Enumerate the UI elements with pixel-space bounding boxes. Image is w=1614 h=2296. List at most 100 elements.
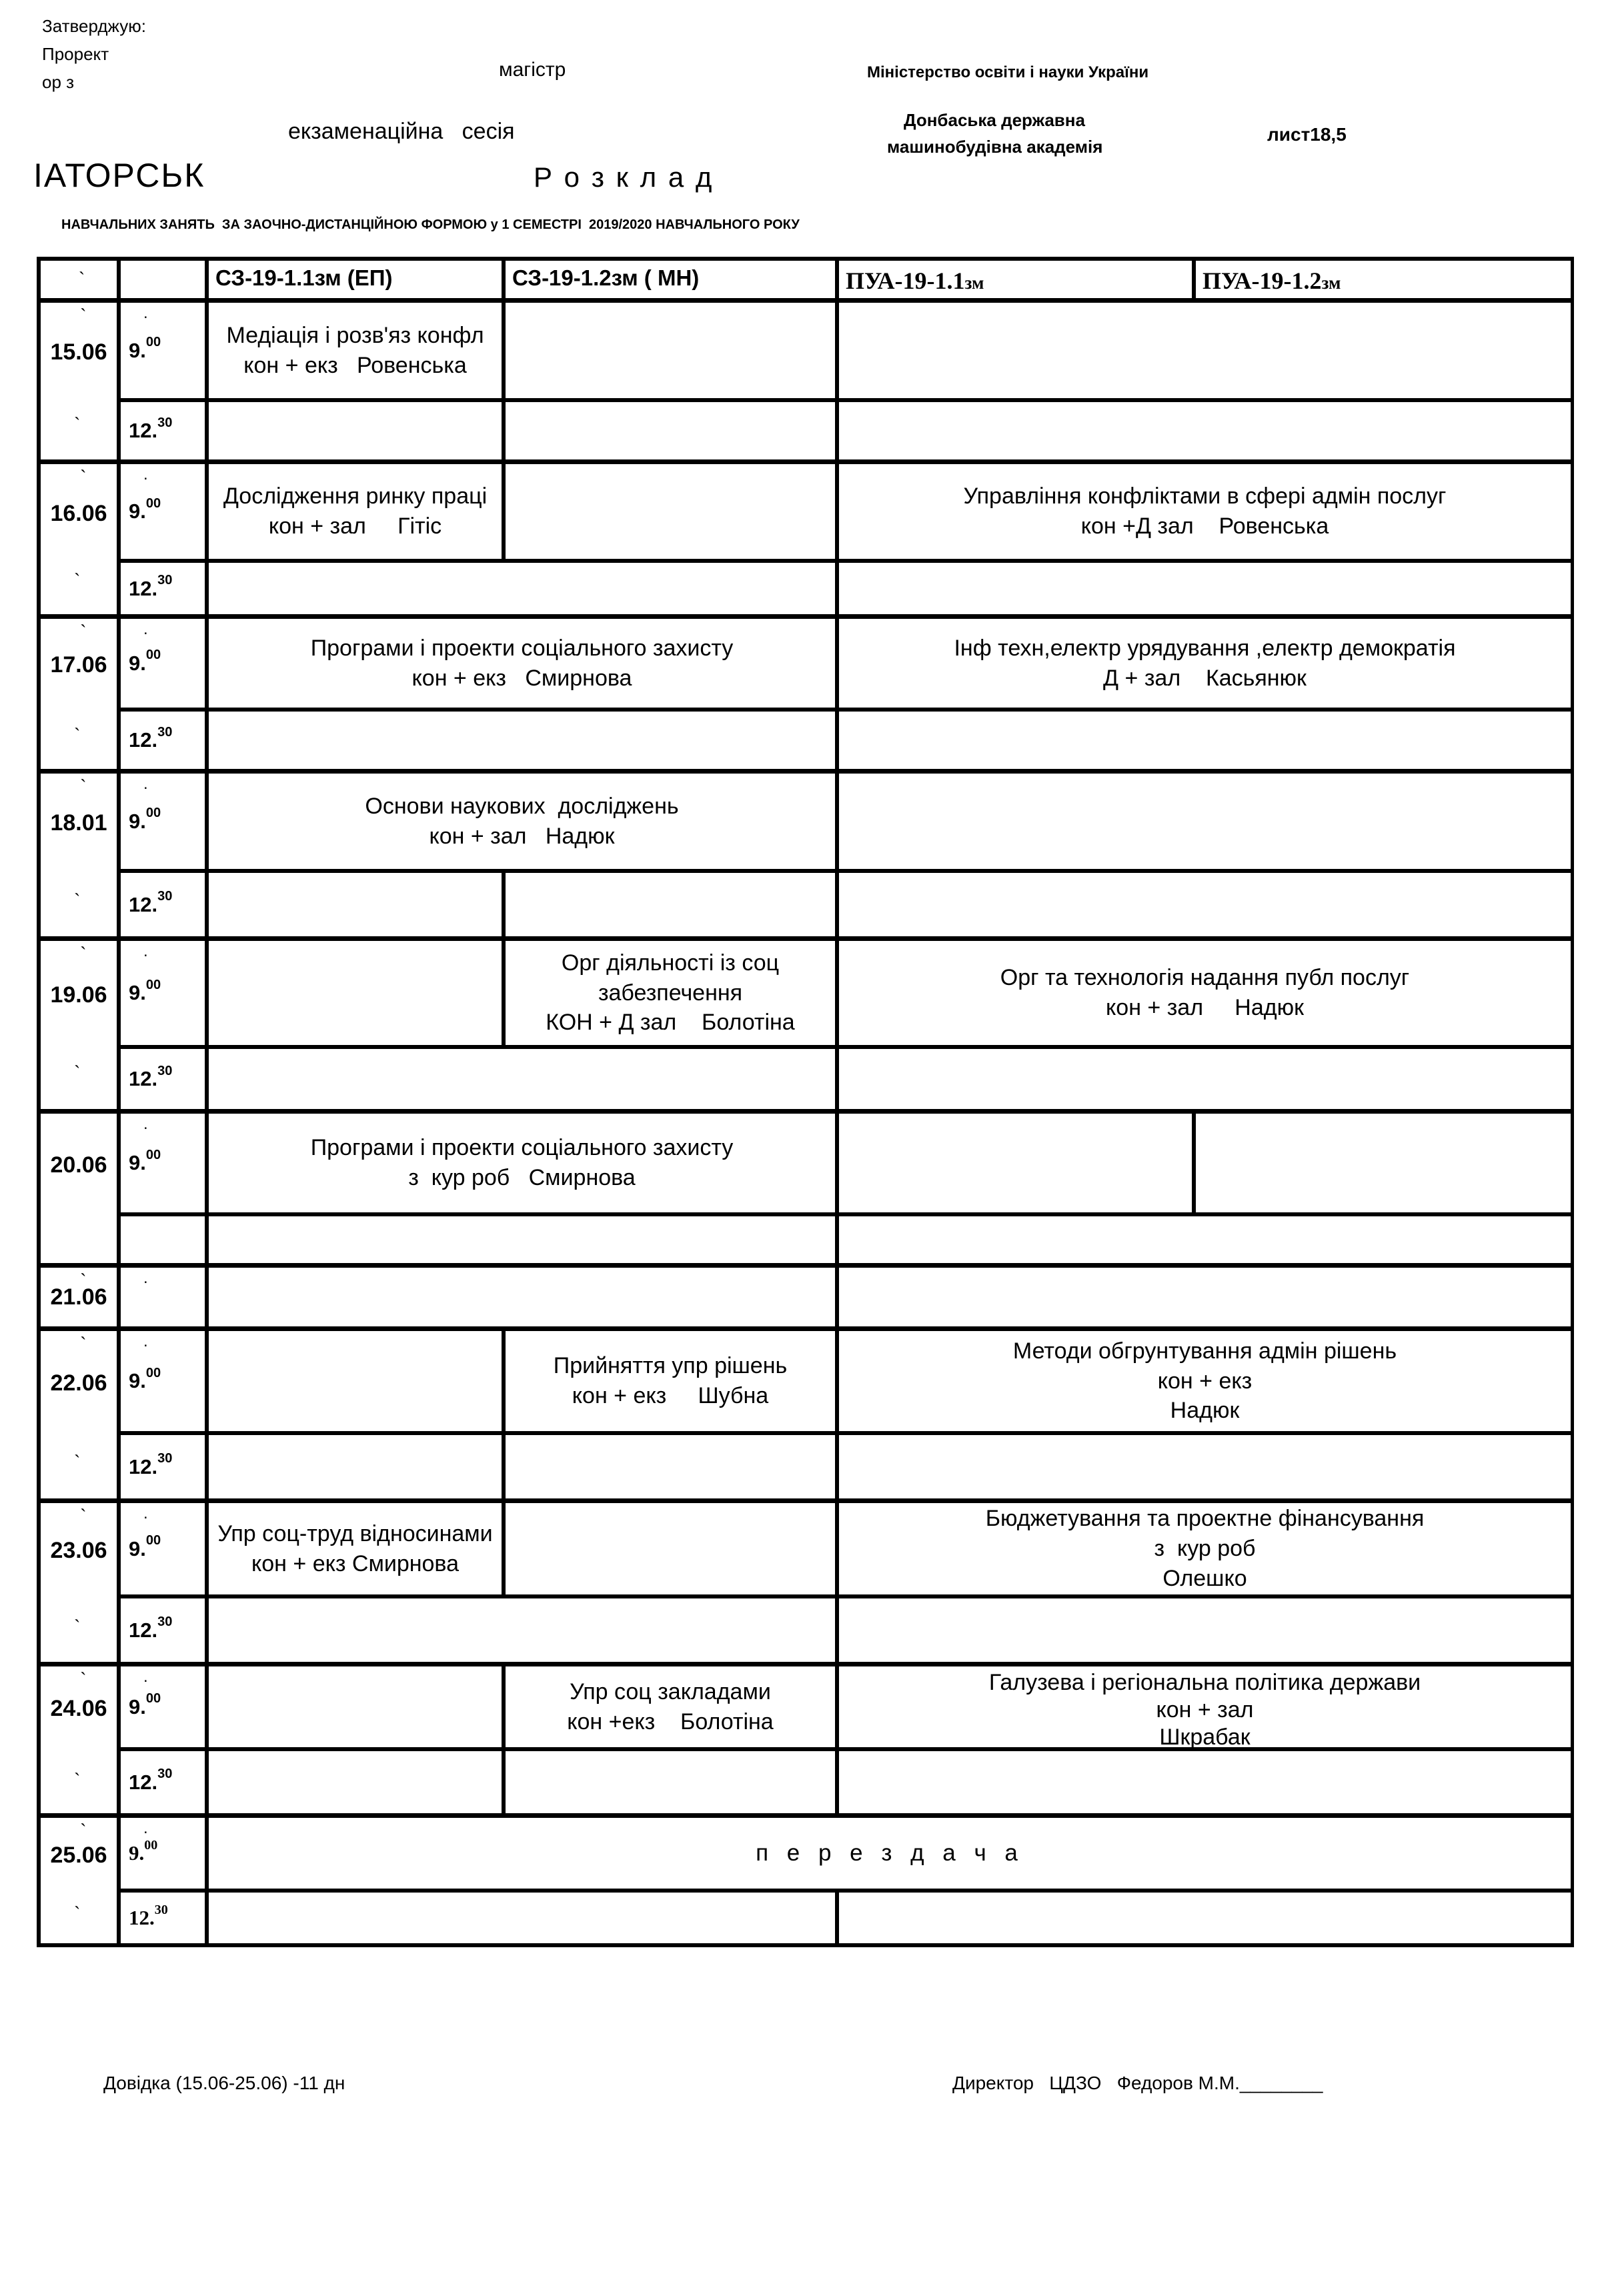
schedule-section-15-06: ` 15.06 ` . 9. 00 Медіація і розв'яз конф… xyxy=(41,303,1571,464)
city-fragment: ІАТОРСЬК xyxy=(33,157,205,194)
scan-artifact: . xyxy=(143,1269,148,1287)
subject-line: Орг діяльності із соц xyxy=(561,950,780,976)
time-superscript: 00 xyxy=(144,1837,158,1853)
date-cell: ` 24.06 ` xyxy=(41,1666,121,1813)
time-superscript: 00 xyxy=(145,1147,161,1162)
schedule-section-16-06: ` 16.06 ` . 9. 00 Дослідження ринку праці… xyxy=(41,464,1571,619)
subject-line: кон + екз xyxy=(1157,1368,1253,1394)
footer-note: Довідка (15.06-25.06) -11 дн xyxy=(103,2073,345,2093)
time-cell-noon: 12. 30 xyxy=(121,402,209,459)
subject-cell: Медіація і розв'яз конфл кон + екз Ровен… xyxy=(209,303,506,398)
time-label: 12. xyxy=(129,728,158,752)
empty-cell xyxy=(839,1435,1571,1498)
academy-line-2: машинобудівна академія xyxy=(887,137,1103,157)
scan-artifact: . xyxy=(143,465,148,483)
empty-cell xyxy=(839,774,1571,869)
time-label: 12. xyxy=(129,1618,158,1642)
time-superscript: 00 xyxy=(145,977,161,992)
time-superscript: 00 xyxy=(145,335,161,349)
subject-line: кон + зал Гітіс xyxy=(268,513,442,539)
time-superscript: 30 xyxy=(157,889,173,904)
schedule-table: ` СЗ-19-1.1зм (ЕП) СЗ-19-1.2зм ( МН) ПУА… xyxy=(37,257,1574,1947)
schedule-section-22-06: ` 22.06 ` . 9. 00 Прийняття упр рішень ко… xyxy=(41,1331,1571,1503)
subject-cell: Програми і проекти соціального захисту з… xyxy=(209,1114,839,1212)
scan-artifact: ` xyxy=(80,1669,87,1690)
group-header-suffix: зм xyxy=(1321,273,1341,293)
empty-cell xyxy=(839,1751,1571,1813)
time-cell-morning: . 9. 00 xyxy=(121,1503,209,1594)
subject-line: кон + зал Надюк xyxy=(429,823,615,849)
subject-line: з кур роб xyxy=(1154,1536,1256,1562)
time-label: 9. xyxy=(129,1694,146,1718)
subject-line: Методи обгрунтування адмін рішень xyxy=(1012,1338,1397,1364)
time-superscript: 30 xyxy=(157,573,173,588)
scan-artifact: ` xyxy=(80,622,87,642)
subject-line: Галузева і регіональна політика держави xyxy=(988,1670,1421,1695)
date-label: 17.06 xyxy=(50,652,107,678)
time-label: 9. xyxy=(129,981,146,1004)
empty-cell xyxy=(209,402,506,459)
time-superscript: 00 xyxy=(145,648,161,662)
subject-line: з кур роб Смирнова xyxy=(408,1165,636,1190)
empty-cell xyxy=(1196,1114,1571,1212)
date-label: 19.06 xyxy=(50,982,107,1008)
date-label: 16.06 xyxy=(50,500,107,526)
academy-line-1: Донбаська державна xyxy=(904,110,1085,130)
time-superscript: 00 xyxy=(145,1533,161,1548)
schedule-section-23-06: ` 23.06 ` . 9. 00 Упр соц-труд відносинам… xyxy=(41,1503,1571,1666)
empty-cell xyxy=(506,303,839,398)
subject-line: Орг та технологія надання публ послуг xyxy=(1000,965,1410,991)
scan-artifact: . xyxy=(143,1332,148,1350)
scan-artifact: ` xyxy=(74,725,81,746)
date-label: 18.01 xyxy=(50,810,107,836)
subject-line: кон + екз Ровенська xyxy=(243,352,467,378)
empty-cell xyxy=(839,303,1571,398)
subject-line: КОН + Д зал Болотіна xyxy=(546,1010,795,1036)
schedule-section-17-06: ` 17.06 ` . 9. 00 Програми і проекти соці… xyxy=(41,619,1571,774)
time-superscript: 30 xyxy=(157,724,173,740)
date-label: 24.06 xyxy=(50,1696,107,1721)
schedule-section-25-06: ` 25.06 ` . 9. 00 п е р е з д а ч а 12. 30 xyxy=(41,1818,1571,1943)
scan-artifact: ` xyxy=(80,1270,87,1291)
empty-cell xyxy=(209,1331,506,1431)
date-cell: ` 23.06 ` xyxy=(41,1503,121,1662)
subject-line: Упр соц-труд відносинами xyxy=(217,1520,493,1546)
ministry-line: Міністерство освіти і науки України xyxy=(867,63,1149,81)
time-cell-morning: . 9. 00 xyxy=(121,1114,209,1212)
date-label: 23.06 xyxy=(50,1538,107,1563)
degree-label: магістр xyxy=(499,59,566,81)
time-label: 9. xyxy=(129,651,146,675)
group-header-sz2: СЗ-19-1.2зм ( МН) xyxy=(506,261,839,298)
time-cell-morning: . 9. 00 xyxy=(121,303,209,398)
subject-line: кон +екз Болотіна xyxy=(567,1708,774,1735)
subject-cell: Орг та технологія надання публ послуг ко… xyxy=(839,941,1571,1045)
session-label: екзаменаційна сесія xyxy=(288,119,515,144)
empty-cell xyxy=(506,1435,839,1498)
subject-cell: Орг діяльності із соц забезпечення КОН +… xyxy=(506,941,839,1045)
subject-line: Управління конфліктами в сфері адмін пос… xyxy=(963,483,1447,509)
date-cell: ` 25.06 ` xyxy=(41,1818,121,1943)
subject-line: Олешко xyxy=(1162,1565,1247,1591)
time-cell-morning: . 9. 00 xyxy=(121,1818,209,1889)
table-header-row: ` СЗ-19-1.1зм (ЕП) СЗ-19-1.2зм ( МН) ПУА… xyxy=(41,261,1571,303)
time-cell-morning: . 9. 00 xyxy=(121,1331,209,1431)
empty-cell xyxy=(839,873,1571,936)
time-cell-noon: 12. 30 xyxy=(121,1751,209,1813)
empty-cell xyxy=(839,1268,1571,1326)
empty-cell xyxy=(506,1751,839,1813)
scan-artifact: ` xyxy=(74,1903,81,1924)
date-cell: ` 22.06 ` xyxy=(41,1331,121,1498)
scan-artifact: ` xyxy=(80,305,87,326)
header-date-cell: ` xyxy=(41,261,121,298)
empty-cell xyxy=(209,1598,839,1662)
subject-line: Шкрабак xyxy=(1159,1724,1251,1750)
empty-cell xyxy=(506,873,839,936)
group-header-label: ПУА-19-1.1зм xyxy=(839,261,1192,295)
subject-cell: Дослідження ринку праці кон + зал Гітіс xyxy=(209,464,506,559)
time-cell-noon: 12. 30 xyxy=(121,873,209,936)
empty-cell xyxy=(839,1598,1571,1662)
date-cell: ` 19.06 ` xyxy=(41,941,121,1109)
scan-artifact: ` xyxy=(74,414,81,435)
approve-line-3: ор з xyxy=(42,72,75,92)
empty-cell xyxy=(839,402,1571,459)
